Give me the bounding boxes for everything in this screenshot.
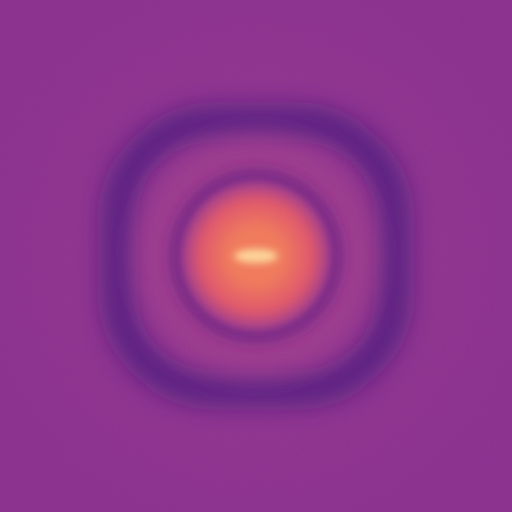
diffraction-image bbox=[0, 0, 512, 512]
noise-overlay bbox=[0, 0, 512, 512]
